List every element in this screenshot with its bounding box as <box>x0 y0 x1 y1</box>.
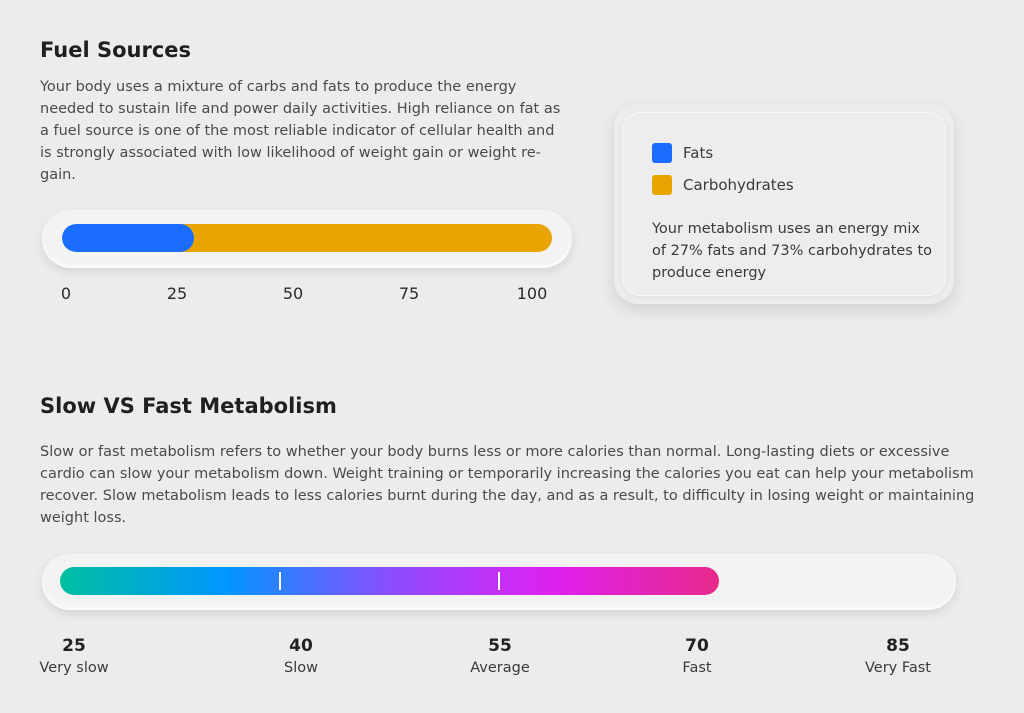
metabolism-tick-average: 55 Average <box>470 636 530 676</box>
metabolism-tick-very-fast: 85 Very Fast <box>865 636 931 676</box>
carbs-swatch <box>652 175 672 195</box>
fats-segment <box>62 224 195 252</box>
legend-item-carbs: Carbohydrates <box>652 175 794 195</box>
fats-swatch <box>652 143 672 163</box>
metabolism-description: Slow or fast metabolism refers to whethe… <box>40 444 975 526</box>
metabolism-tick-label: Fast <box>682 660 712 676</box>
metabolism-tick-value: 85 <box>886 636 910 656</box>
metabolism-bar-track <box>42 554 956 610</box>
fuel-tick-0: 0 <box>60 284 72 303</box>
metabolism-title: Slow VS Fast Metabolism <box>40 394 337 418</box>
metabolism-tick-value: 55 <box>488 636 512 656</box>
legend-fats-label: Fats <box>683 144 714 162</box>
metabolism-tick-value: 40 <box>289 636 313 656</box>
metabolism-tick-very-slow: 25 Very slow <box>39 636 108 676</box>
fuel-tick-75: 75 <box>398 284 420 303</box>
fuel-tick-50: 50 <box>282 284 304 303</box>
metabolism-tick-label: Slow <box>284 660 318 676</box>
fuel-legend-inner: Fats Carbohydrates Your metabolism uses … <box>622 112 946 296</box>
carbs-segment <box>180 224 552 252</box>
metabolism-tick-slow: 40 Slow <box>284 636 318 676</box>
fuel-sources-title: Fuel Sources <box>40 38 192 62</box>
metabolism-divider-40 <box>278 572 281 590</box>
fuel-tick-25: 25 <box>166 284 188 303</box>
metabolism-tick-value: 25 <box>62 636 86 656</box>
fuel-sources-description: Your body uses a mixture of carbs and fa… <box>40 79 561 183</box>
metabolism-divider-55 <box>498 572 500 590</box>
metabolism-level-bar <box>60 567 719 595</box>
fuel-tick-100: 100 <box>516 284 548 303</box>
fuel-legend-card: Fats Carbohydrates Your metabolism uses … <box>614 104 954 304</box>
metabolism-tick-value: 70 <box>685 636 709 656</box>
legend-item-fats: Fats <box>652 143 713 163</box>
metabolism-tick-label: Very Fast <box>864 660 932 676</box>
legend-carbs-label: Carbohydrates <box>683 176 794 194</box>
fuel-mix-bar <box>62 224 552 252</box>
metabolism-tick-label: Average <box>470 660 530 676</box>
fuel-bar-track <box>42 210 572 268</box>
energy-mix-summary: Your metabolism uses an energy mix of 27… <box>652 221 933 281</box>
metabolism-tick-fast: 70 Fast <box>682 636 711 676</box>
metabolism-tick-label: Very slow <box>39 660 109 676</box>
